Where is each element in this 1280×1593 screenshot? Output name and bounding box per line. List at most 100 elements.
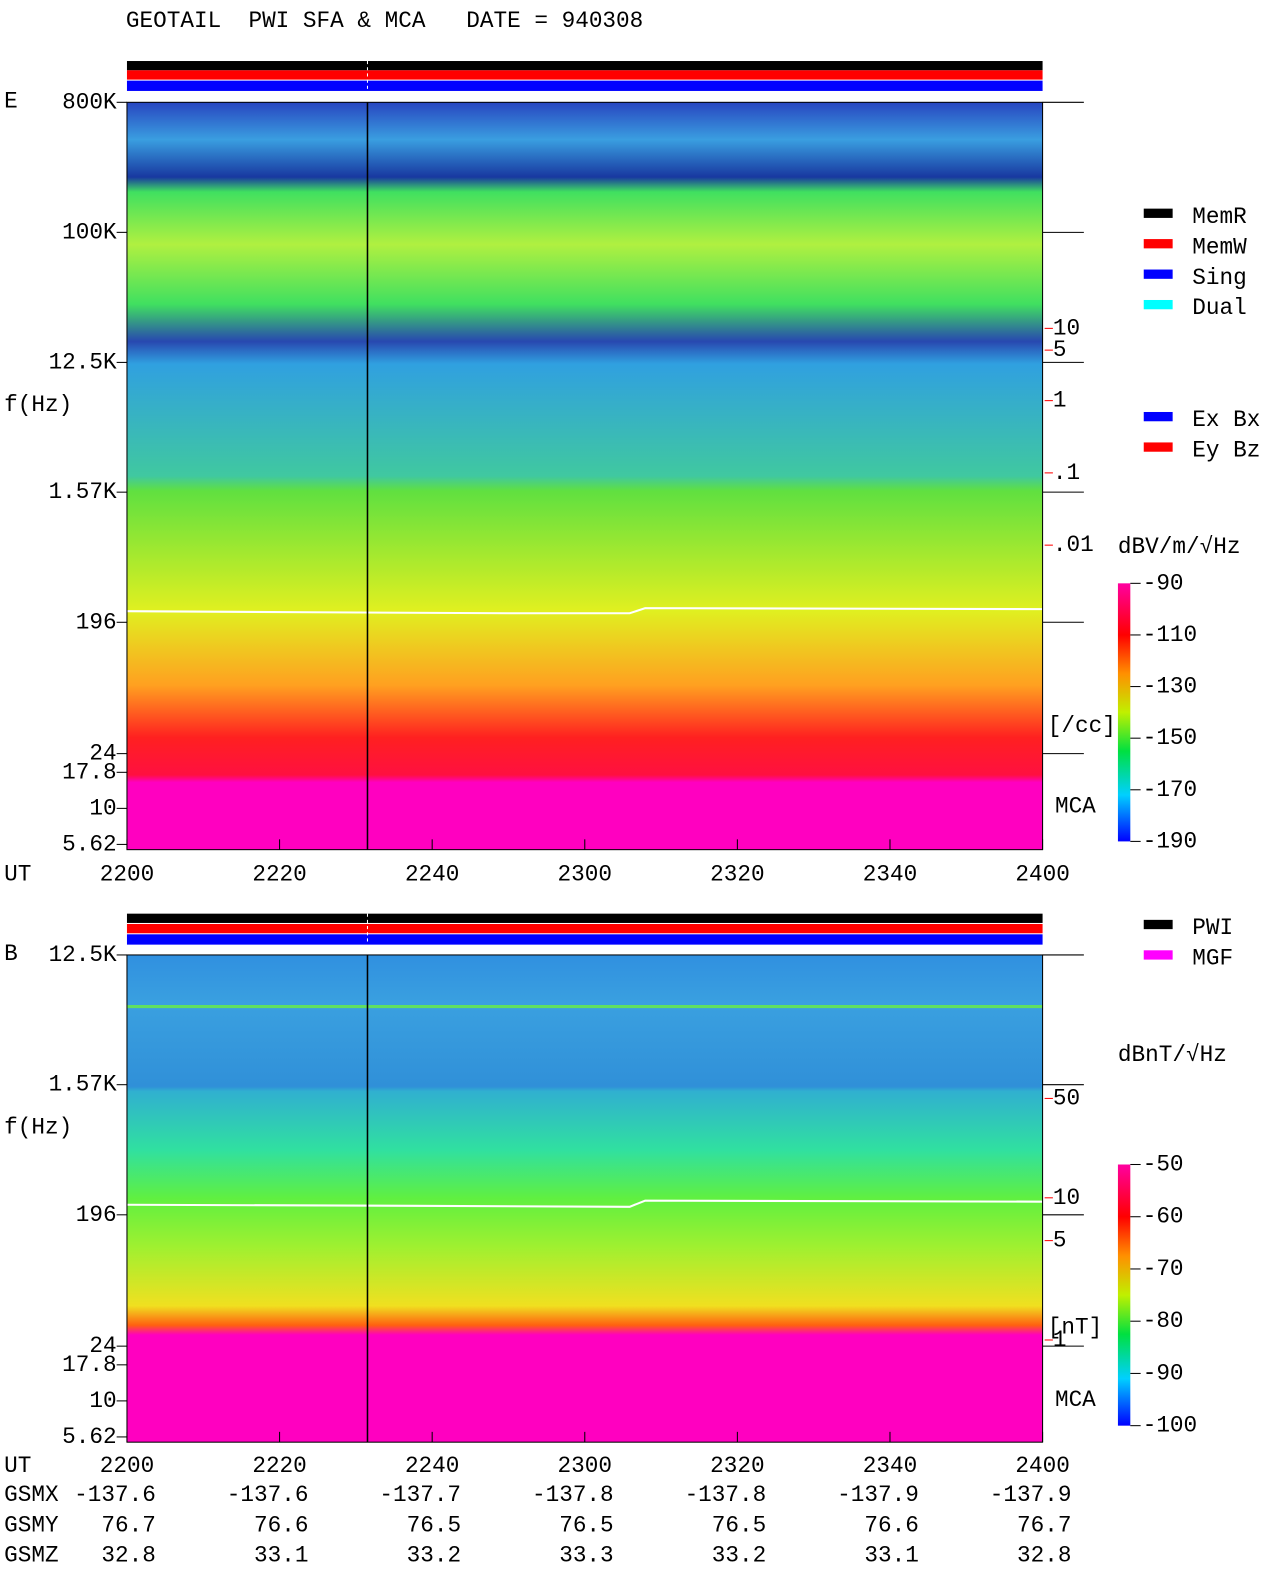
legend-swatch <box>1143 411 1173 422</box>
plasma-line <box>126 607 1043 615</box>
y-axis-label: f(Hz) <box>4 1114 72 1140</box>
colorbar-tick-label: -110 <box>1143 622 1197 648</box>
y2-tick-label: 10 <box>1053 1185 1080 1211</box>
orbit-value: 76.6 <box>254 1512 308 1538</box>
band-label: MCA <box>1055 793 1096 819</box>
orbit-value: 32.8 <box>1017 1543 1071 1569</box>
status-bar <box>126 70 1043 80</box>
y-tick-label: 12.5K <box>49 349 117 375</box>
orbit-value: -137.6 <box>227 1482 309 1508</box>
orbit-value: -137.6 <box>74 1482 156 1508</box>
y-tick-label: 100K <box>62 219 117 245</box>
status-bar <box>126 61 1043 71</box>
y2-tick-label: 10 <box>1053 315 1080 341</box>
y-tick-label: 12.5K <box>49 942 117 968</box>
y-tick-label: 1.57K <box>49 1072 117 1098</box>
y2-tick-label: .01 <box>1053 532 1094 558</box>
y2-tick-label: 1 <box>1053 1327 1067 1353</box>
colorbar-tick-label: -60 <box>1143 1204 1184 1230</box>
y-tick-label: 24 <box>89 741 116 767</box>
y-tick-label: 10 <box>89 795 116 821</box>
y2-axis-label: [nT] <box>1048 1315 1102 1341</box>
y-tick-label: 24 <box>89 1333 116 1359</box>
legend-swatch <box>1143 919 1173 930</box>
y-tick-label: 800K <box>62 89 117 115</box>
orbit-value: 76.6 <box>864 1512 918 1538</box>
orbit-value: 76.5 <box>407 1512 461 1538</box>
spectrogram <box>126 102 1043 850</box>
plasma-line <box>126 1199 1043 1208</box>
y-tick-label: 1.57K <box>49 479 117 505</box>
x-tick-label: 2240 <box>405 1453 459 1479</box>
x-tick-label: 2320 <box>710 861 764 887</box>
colorbar-label: dBnT/√Hz <box>1118 1042 1227 1068</box>
legend-swatch <box>1143 269 1173 279</box>
colorbar-tick-label: -90 <box>1143 570 1184 596</box>
y2-tick-label: 5 <box>1053 337 1067 363</box>
legend-label: Ey Bz <box>1192 438 1260 464</box>
colorbar <box>1117 1164 1131 1426</box>
x-tick-label: 2340 <box>863 1453 917 1479</box>
orbit-value: 76.7 <box>101 1512 155 1538</box>
y-axis-label: f(Hz) <box>4 392 72 418</box>
legend-label: Sing <box>1192 265 1246 291</box>
y-tick-label: 5.62 <box>62 831 116 857</box>
y2-tick-label: 1 <box>1053 388 1067 414</box>
orbit-value: -137.8 <box>685 1482 767 1508</box>
legend-label: PWI <box>1192 915 1233 941</box>
colorbar-tick-label: -100 <box>1143 1413 1197 1439</box>
legend-label: MemR <box>1192 204 1247 230</box>
orbit-value: 33.1 <box>254 1543 308 1569</box>
legend-label: Ex Bx <box>1192 407 1260 433</box>
legend-label: MGF <box>1192 946 1233 972</box>
y2-tick-label: .1 <box>1053 460 1080 486</box>
colorbar-tick-label: -190 <box>1143 828 1197 854</box>
colorbar-tick-label: -170 <box>1143 777 1197 803</box>
legend-swatch <box>1143 239 1173 249</box>
colorbar <box>1117 583 1131 842</box>
orbit-value: -137.9 <box>990 1482 1072 1508</box>
band-label: MCA <box>1055 1387 1096 1413</box>
colorbar-tick-label: -80 <box>1143 1308 1184 1334</box>
orbit-value: 33.2 <box>712 1543 766 1569</box>
orbit-value: -137.7 <box>379 1482 461 1508</box>
x-tick-label: 2400 <box>1015 861 1069 887</box>
colorbar-tick-label: -130 <box>1143 674 1197 700</box>
y2-tick-label: 50 <box>1053 1085 1080 1111</box>
colorbar-tick-label: -90 <box>1143 1360 1184 1386</box>
x-tick-label: 2200 <box>100 861 154 887</box>
x-tick-label: 2220 <box>252 861 306 887</box>
status-bar <box>126 80 1043 91</box>
x-tick-label: 2320 <box>710 1453 764 1479</box>
y2-axis-label: [/cc] <box>1048 713 1116 739</box>
legend-swatch <box>1143 442 1173 452</box>
status-bar <box>126 934 1043 945</box>
orbit-value: 33.3 <box>559 1543 613 1569</box>
legend-swatch <box>1143 950 1173 960</box>
orbit-value: 33.2 <box>407 1543 461 1569</box>
x-tick-label: 2220 <box>252 1453 306 1479</box>
status-bar <box>126 923 1043 934</box>
orbit-label: GSMX <box>4 1482 59 1508</box>
colorbar-tick-label: -70 <box>1143 1256 1184 1282</box>
legend-label: Dual <box>1192 295 1246 321</box>
orbit-value: 76.7 <box>1017 1512 1071 1538</box>
y-tick-label: 5.62 <box>62 1424 116 1450</box>
status-bar <box>126 913 1043 923</box>
colorbar-tick-label: -50 <box>1143 1152 1184 1178</box>
y2-tick-label: 5 <box>1053 1228 1067 1254</box>
panel-letter: B <box>4 941 18 967</box>
x-tick-label: 2300 <box>558 861 612 887</box>
x-tick-label: 2400 <box>1015 1453 1069 1479</box>
x-axis-label: UT <box>4 1453 31 1479</box>
spectrogram <box>126 954 1043 1443</box>
x-tick-label: 2240 <box>405 861 459 887</box>
colorbar-label: dBV/m/√Hz <box>1118 534 1241 560</box>
y-tick-label: 17.8 <box>62 1352 116 1378</box>
x-tick-label: 2340 <box>863 861 917 887</box>
orbit-value: 76.5 <box>712 1512 766 1538</box>
legend-label: MemW <box>1192 234 1247 260</box>
legend-swatch <box>1143 299 1173 310</box>
orbit-value: 76.5 <box>559 1512 613 1538</box>
